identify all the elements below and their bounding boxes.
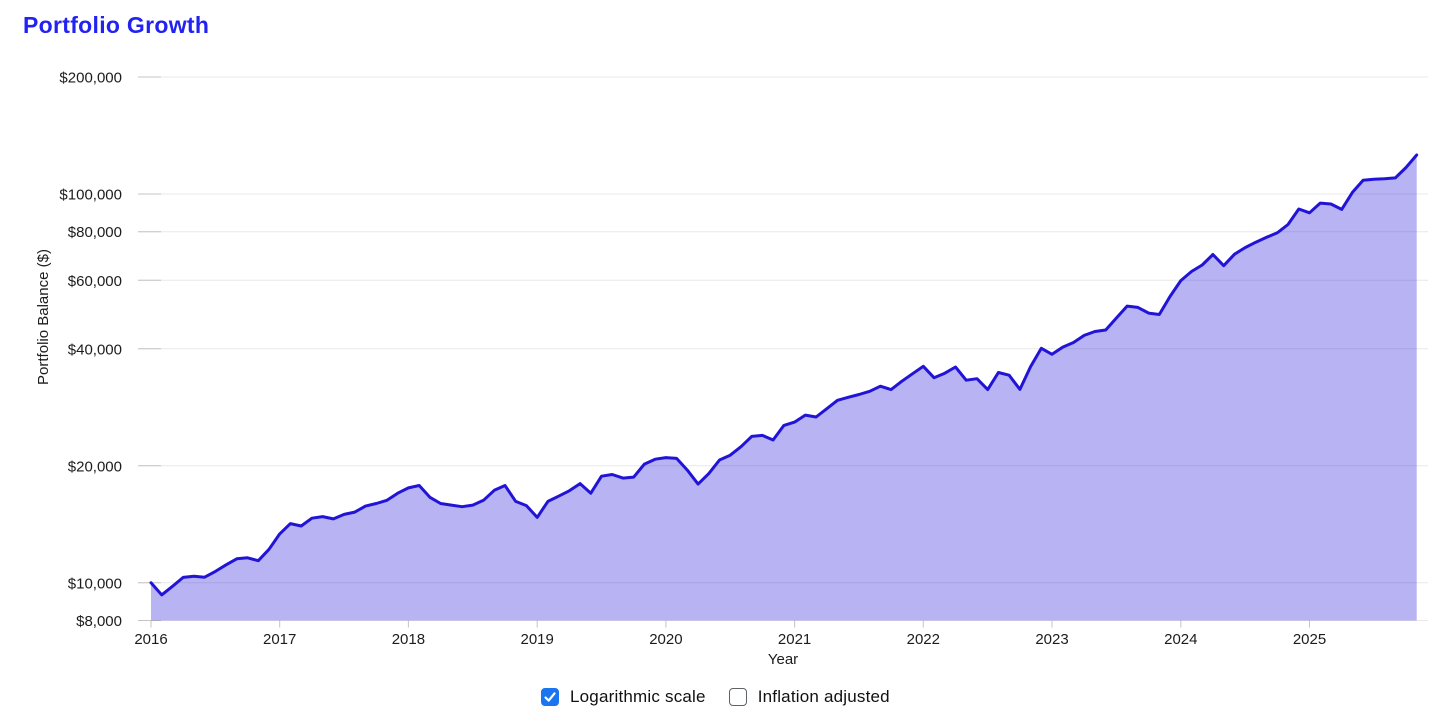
y-tick-label: $10,000 — [68, 575, 122, 592]
y-tick-label: $80,000 — [68, 224, 122, 241]
x-axis-title: Year — [768, 651, 798, 668]
inflation-adjusted-label: Inflation adjusted — [757, 687, 890, 706]
x-axis: 2016 2017 2018 2019 2020 2021 2022 2023 2024 2025 — [134, 620, 1326, 648]
logarithmic-scale-label: Logarithmic scale — [570, 687, 706, 706]
x-tick-label: 2018 — [392, 631, 425, 648]
x-tick-label: 2017 — [263, 631, 296, 648]
x-tick-label: 2016 — [134, 631, 167, 648]
y-axis-title: Portfolio Balance ($) — [35, 249, 52, 385]
x-tick-label: 2025 — [1293, 631, 1326, 648]
page-title: Portfolio Growth — [23, 12, 210, 38]
x-tick-label: 2022 — [907, 631, 940, 648]
y-axis: $200,000 $100,000 $80,000 $60,000 $40,000 $20… — [59, 70, 1428, 630]
trend-line — [149, 153, 1419, 597]
check-icon — [544, 692, 556, 702]
logarithmic-scale-toggle[interactable]: Logarithmic scale — [541, 688, 706, 706]
y-tick-label: $200,000 — [59, 70, 122, 87]
logarithmic-scale-checkbox-icon[interactable] — [541, 688, 559, 706]
y-tick-label: $20,000 — [68, 458, 122, 475]
x-tick-label: 2023 — [1035, 631, 1068, 648]
x-tick-label: 2020 — [649, 631, 682, 648]
x-tick-label: 2021 — [778, 631, 811, 648]
inflation-adjusted-toggle[interactable]: Inflation adjusted — [728, 687, 890, 706]
y-tick-label: $100,000 — [59, 187, 122, 204]
y-tick-label: $40,000 — [68, 341, 122, 358]
x-tick-label: 2019 — [521, 631, 554, 648]
portfolio-growth-chart: $200,000 $100,000 $80,000 $60,000 $40,000 $20… — [35, 70, 1428, 668]
chart-controls: Logarithmic scale Inflation adjusted — [541, 688, 890, 706]
y-tick-label: $60,000 — [68, 273, 122, 290]
area-fill — [151, 155, 1417, 621]
inflation-adjusted-checkbox-icon[interactable] — [728, 688, 747, 706]
x-tick-label: 2024 — [1164, 631, 1197, 648]
y-tick-label: $8,000 — [76, 613, 122, 630]
